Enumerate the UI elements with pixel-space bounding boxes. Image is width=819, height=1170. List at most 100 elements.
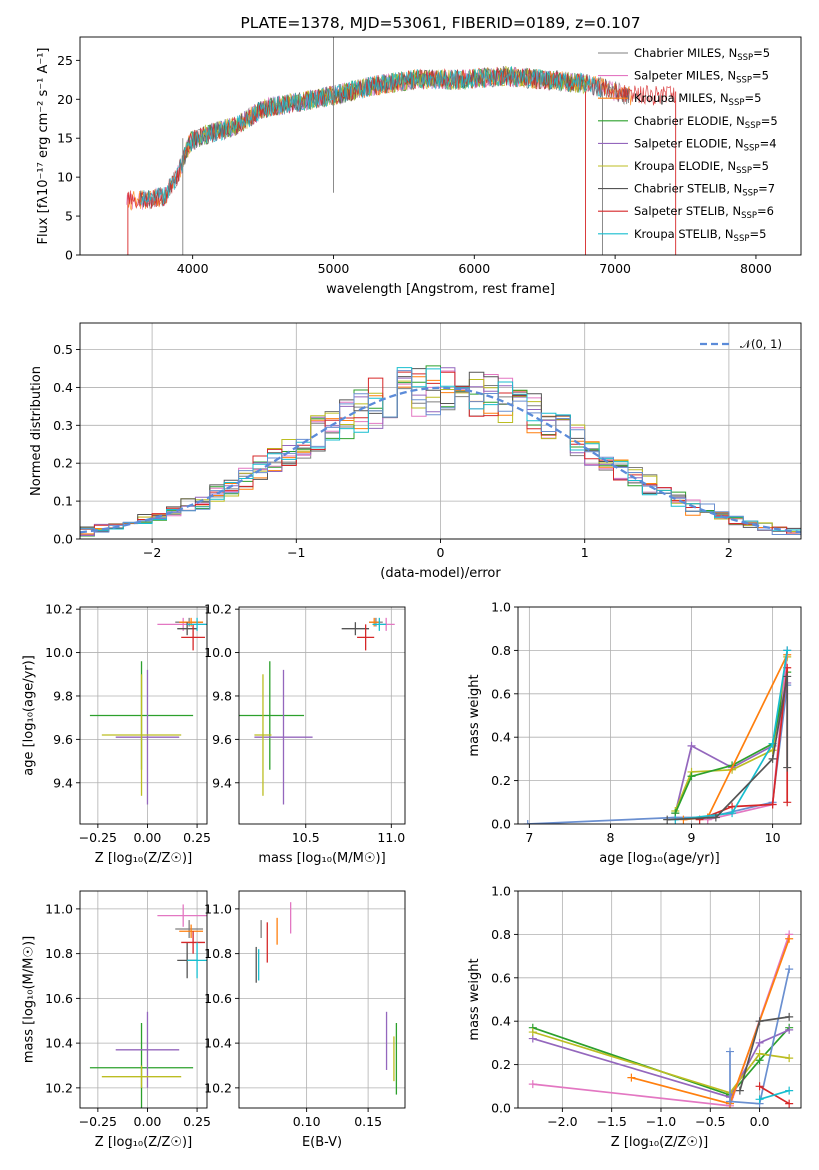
y-tick-label: 0.2 [491,773,511,788]
y-axis-label: mass [log₁₀(M/M☉)] [21,936,36,1063]
y-axis-label: mass weight [467,674,482,756]
hist-blue_extra [80,370,801,535]
y-tick-label: 9.6 [212,732,232,747]
x-tick-label: 0.00 [134,1114,162,1129]
y-tick-label: 15 [57,131,73,146]
y-axis-label: age [log₁₀(age/yr)] [21,655,36,776]
y-tick-label: 10.2 [204,1080,232,1095]
y-tick-label: 0.8 [491,927,511,942]
plot-area [239,617,395,805]
x-tick-label: 0.15 [354,1114,382,1129]
axes-frame [517,890,802,1109]
y-tick-label: 1.0 [491,600,511,615]
x-tick-label: 1 [581,545,589,560]
x-tick-label: 11.0 [377,830,405,845]
plot-area [528,930,794,1108]
weight-line-blue_extra [729,968,791,1105]
y-tick-label: 0.2 [53,456,73,471]
weight-marker-chabrier_elodie [687,772,696,781]
weight-marker-kroupa_elodie [755,1049,764,1058]
y-tick-label: 0.0 [491,817,511,832]
y-tick-label: 10.4 [45,1036,73,1051]
weight-line-kroupa_elodie [674,656,789,812]
x-tick-label: 4000 [177,261,209,276]
y-tick-label: 10.6 [204,991,232,1006]
x-tick-label: −0.25 [79,1114,117,1129]
y-tick-label: 0.8 [491,643,511,658]
x-axis-label: mass [log₁₀(M/M☉)] [258,851,385,866]
y-tick-label: 25 [57,53,73,68]
plot-area [523,646,792,824]
x-axis-label: (data-model)/error [380,566,501,581]
x-axis-label: Z [log₁₀(Z/Z☉)] [95,1135,192,1150]
x-tick-label: 7000 [599,261,631,276]
weight-marker-salpeter_stelib [755,1082,764,1091]
x-tick-label: −0.5 [695,1114,725,1129]
weight-marker-chabrier_stelib [783,672,792,681]
panel-mass_vs_Z: −0.25 0.00 0.25 10.2 10.4 10.6 10.8 11.0 Z [log₁… [21,890,211,1150]
y-tick-label: 10.0 [45,645,73,660]
weight-marker-salpeter_stelib [785,1099,794,1108]
legend-label: Salpeter STELIB, NSSP=6 [634,204,774,221]
x-tick-label: −2.0 [547,1114,577,1129]
weight-marker-blue_extra [726,1097,735,1106]
legend-label: Chabrier MILES, NSSP=5 [634,46,770,63]
y-tick-label: 0.3 [53,418,73,433]
y-tick-label: 11.0 [45,901,73,916]
weight-marker-salpeter_stelib [768,800,777,809]
axes-frame [238,890,406,1109]
legend-label: Salpeter MILES, NSSP=5 [634,69,769,86]
y-tick-label: 0.4 [491,1014,511,1029]
x-tick-label: 8 [606,830,614,845]
weight-marker-blue_extra [785,965,794,974]
weight-marker-kroupa_miles [785,934,794,943]
y-tick-label: 9.4 [53,775,73,790]
x-tick-label: 2 [725,545,733,560]
y-tick-label: 9.8 [212,688,232,703]
y-tick-label: 0.4 [491,730,511,745]
weight-marker-salpeter_elodie [785,1025,794,1034]
panel-age_vs_Z: −0.25 0.00 0.25 9.4 9.6 9.8 10.0 10.2 Z [log₁₀(Z… [21,602,211,866]
axes-frame [79,606,208,825]
y-tick-label: 10.2 [204,602,232,617]
weight-marker-blue_extra [726,1047,735,1056]
spectrum-line-kroupa_stelib [140,65,602,206]
weight-marker-chabrier_stelib [755,1017,764,1026]
weight-line-kroupa_stelib [675,650,789,821]
x-tick-label: 10 [765,830,781,845]
weight-marker-kroupa_miles [627,1073,636,1082]
x-tick-label: −0.25 [79,830,117,845]
weight-marker-salpeter_stelib [783,798,792,807]
weight-marker-blue_extra [523,820,532,824]
y-tick-label: 9.8 [53,688,73,703]
x-axis-label: E(B-V) [302,1135,342,1150]
y-tick-label: 20 [57,92,73,107]
x-tick-label: −1.5 [596,1114,626,1129]
plot-area [80,365,801,538]
legend-label: Chabrier STELIB, NSSP=7 [634,182,775,199]
x-tick-label: 8000 [740,261,772,276]
weight-marker-chabrier_stelib [768,754,777,763]
weight-marker-chabrier_stelib [711,813,720,822]
y-tick-label: 10.8 [45,946,73,961]
plot-area [255,902,398,1095]
y-tick-label: 9.6 [53,732,73,747]
y-tick-label: 10.6 [45,991,73,1006]
x-axis-label: Z [log₁₀(Z/Z☉)] [95,851,192,866]
x-tick-label: 0.25 [183,1114,211,1129]
y-tick-label: 10.4 [204,1036,232,1051]
y-tick-label: 0.6 [491,686,511,701]
legend-label: Kroupa ELODIE, NSSP=5 [634,159,769,176]
y-tick-label: 0.0 [491,1101,511,1116]
x-tick-label: −2 [143,545,161,560]
plot-area [89,904,207,1108]
panel-residuals: −2 −1 0 1 2 0.0 0.1 0.2 0.3 0.4 0.5 (data-model)/er… [29,322,802,581]
y-tick-label: 0.1 [53,494,73,509]
weight-marker-kroupa_elodie [785,1054,794,1063]
x-tick-label: −1 [287,545,305,560]
y-axis-label: mass weight [467,958,482,1040]
legend-label: Kroupa MILES, NSSP=5 [634,91,761,108]
panel-spectrum: 4000 5000 6000 7000 8000 0 5 10 15 20 25 wavelength… [36,14,802,297]
x-tick-label: 10.5 [292,830,320,845]
x-axis-label: wavelength [Angstrom, rest frame] [326,282,555,297]
